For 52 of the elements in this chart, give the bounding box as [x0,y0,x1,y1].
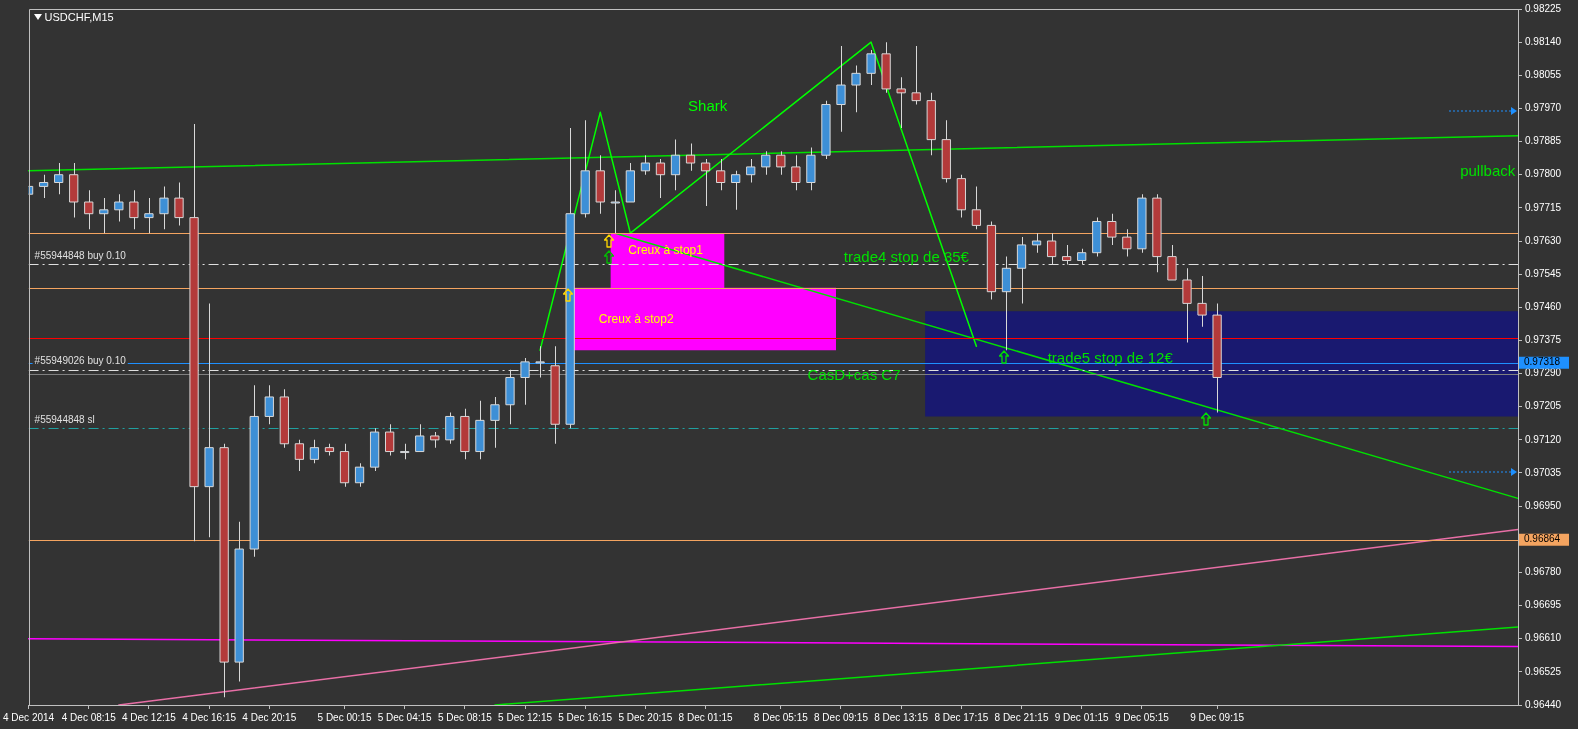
text: Shark [688,96,728,114]
ref-line-label: #55949026 buy 0.10 [34,355,127,367]
x-tick-label: 9 Dec 01:15 [1054,711,1110,723]
y-tick-label: 0.97800 [1525,168,1562,180]
y-tick-label: 0.97885 [1525,135,1562,147]
y-tick-label: 0.97630 [1525,234,1562,246]
y-tick-label: 0.97375 [1525,334,1562,346]
x-tick-label: 4 Dec 16:15 [182,711,237,723]
y-tick-label: 0.97035 [1525,466,1562,478]
x-tick-label: 5 Dec 04:15 [377,711,433,723]
y-tick-label: 0.97205 [1525,400,1562,412]
x-tick-label: 4 Dec 20:15 [242,711,297,723]
y-tick-label: 0.96780 [1525,566,1562,578]
x-tick-label: 4 Dec 12:15 [121,711,177,723]
x-tick-label: 5 Dec 08:15 [437,711,493,723]
y-tick-label: 0.96525 [1525,665,1562,677]
y-tick-label: 0.98140 [1525,35,1562,47]
x-tick-label: 8 Dec 21:15 [994,711,1049,723]
y-tick-label: 0.97715 [1525,201,1562,213]
x-tick-label: 5 Dec 12:15 [498,711,553,723]
x-tick-label: 5 Dec 16:15 [558,711,613,723]
ref-line-label: #55944848 buy 0.10 [34,250,127,262]
x-tick-label: 8 Dec 09:15 [814,711,869,723]
y-tick-label: 0.97460 [1525,301,1562,313]
x-tick-label: 8 Dec 01:15 [678,711,733,723]
x-tick-label: 5 Dec 00:15 [317,711,372,723]
chart-title: USDCHF,M15 [44,11,114,23]
y-tick-label: 0.98055 [1525,69,1562,81]
y-tick-label: 0.96440 [1525,698,1562,710]
ref-line-label: 0.96864 [1524,533,1561,545]
ref-line-label: #55944848 sl [34,413,95,425]
y-tick-label: 0.97545 [1525,267,1562,279]
band-label: Creux à stop2 [598,312,674,327]
y-tick-label: 0.96610 [1525,632,1562,644]
y-tick-label: 0.98225 [1525,2,1562,14]
x-tick-label: 4 Dec 2014 [3,711,55,723]
x-tick-label: 5 Dec 20:15 [618,711,673,723]
x-tick-label: 8 Dec 05:15 [753,711,809,723]
x-tick-label: 4 Dec 08:15 [61,711,117,723]
y-tick-label: 0.96695 [1525,599,1562,611]
x-tick-label: 9 Dec 05:15 [1114,711,1170,723]
annotation: CasD+cas C7 [807,366,901,384]
y-tick-label: 0.97120 [1525,433,1562,445]
band-label: trade5 stop de 12€ [1047,349,1174,367]
y-tick-label: 0.96950 [1525,499,1562,511]
x-tick-label: 8 Dec 13:15 [874,711,929,723]
y-tick-label: 0.97290 [1525,367,1562,379]
series-label: pullback [1460,161,1516,179]
y-tick-label: 0.97970 [1525,102,1562,114]
ref-line-label: 0.97318 [1524,356,1561,368]
x-tick-label: 8 Dec 17:15 [934,711,989,723]
x-tick-label: 9 Dec 09:15 [1190,711,1245,723]
